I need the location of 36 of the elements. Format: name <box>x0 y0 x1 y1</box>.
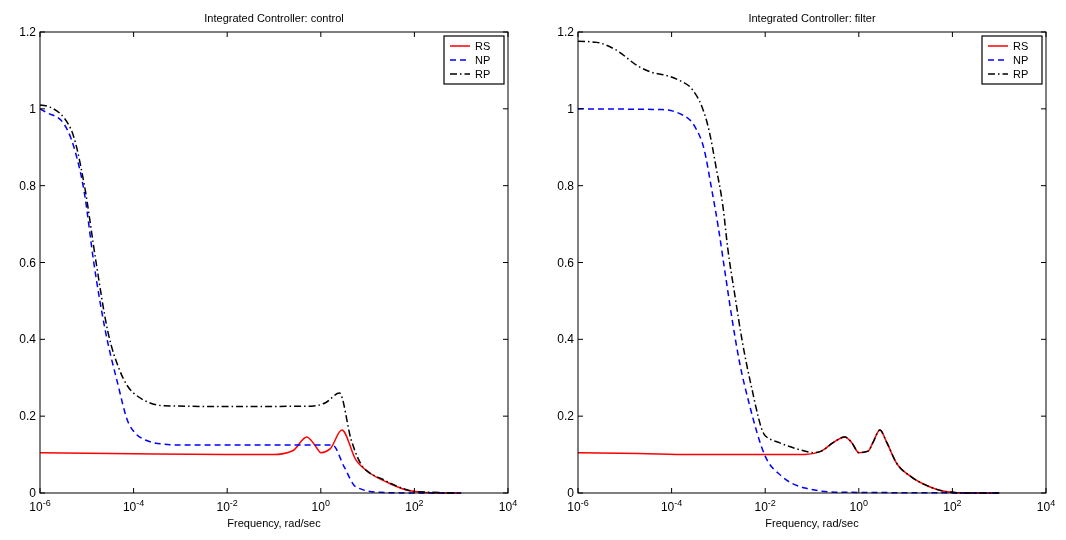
x-tick-label: 10$^{-2}$ <box>754 498 776 514</box>
x-tick-label: 10$^{2}$ <box>943 498 962 514</box>
x-tick-label: 10$^{-6}$ <box>29 498 51 514</box>
y-tick-label: 0.2 <box>557 409 575 424</box>
chart-title: Integrated Controller: filter <box>748 12 876 24</box>
legend-label: RP <box>475 68 491 80</box>
chart-title: Integrated Controller: control <box>204 12 344 24</box>
y-tick-label: 1 <box>567 101 575 116</box>
y-tick-label: 0 <box>567 486 575 500</box>
x-axis-title: Frequency, rad/sec <box>765 517 860 529</box>
x-tick-label: 10$^{2}$ <box>405 498 424 514</box>
x-tick-label: 10$^{0}$ <box>849 498 868 514</box>
legend-label: RP <box>1013 68 1029 80</box>
y-tick-label: 0.8 <box>19 178 37 193</box>
y-tick-label: 0.2 <box>19 409 37 424</box>
y-tick-label: 0.4 <box>19 332 37 347</box>
y-tick-label: 0 <box>29 486 37 500</box>
y-tick-label: 1.2 <box>557 25 575 39</box>
x-tick-label: 10$^{-6}$ <box>567 498 589 514</box>
legend-label: NP <box>475 54 491 66</box>
y-tick-label: 0.8 <box>557 178 575 193</box>
x-tick-label: 10$^{-4}$ <box>660 498 683 514</box>
y-tick-label: 0.6 <box>557 255 575 270</box>
y-tick-label: 0.4 <box>557 332 575 347</box>
x-tick-label: 10$^{-4}$ <box>122 498 145 514</box>
x-tick-label: 10$^{0}$ <box>311 498 330 514</box>
legend-label: NP <box>1013 54 1029 66</box>
x-tick-label: 10$^{-2}$ <box>216 498 238 514</box>
legend-label: RS <box>1013 40 1029 52</box>
legend-label: RS <box>475 40 491 52</box>
x-tick-label: 10$^{4}$ <box>1036 498 1056 514</box>
x-axis-title: Frequency, rad/sec <box>227 517 322 529</box>
y-tick-label: 1.2 <box>19 25 37 39</box>
y-tick-label: 1 <box>29 101 37 116</box>
x-tick-label: 10$^{4}$ <box>498 498 518 514</box>
y-tick-label: 0.6 <box>19 255 37 270</box>
